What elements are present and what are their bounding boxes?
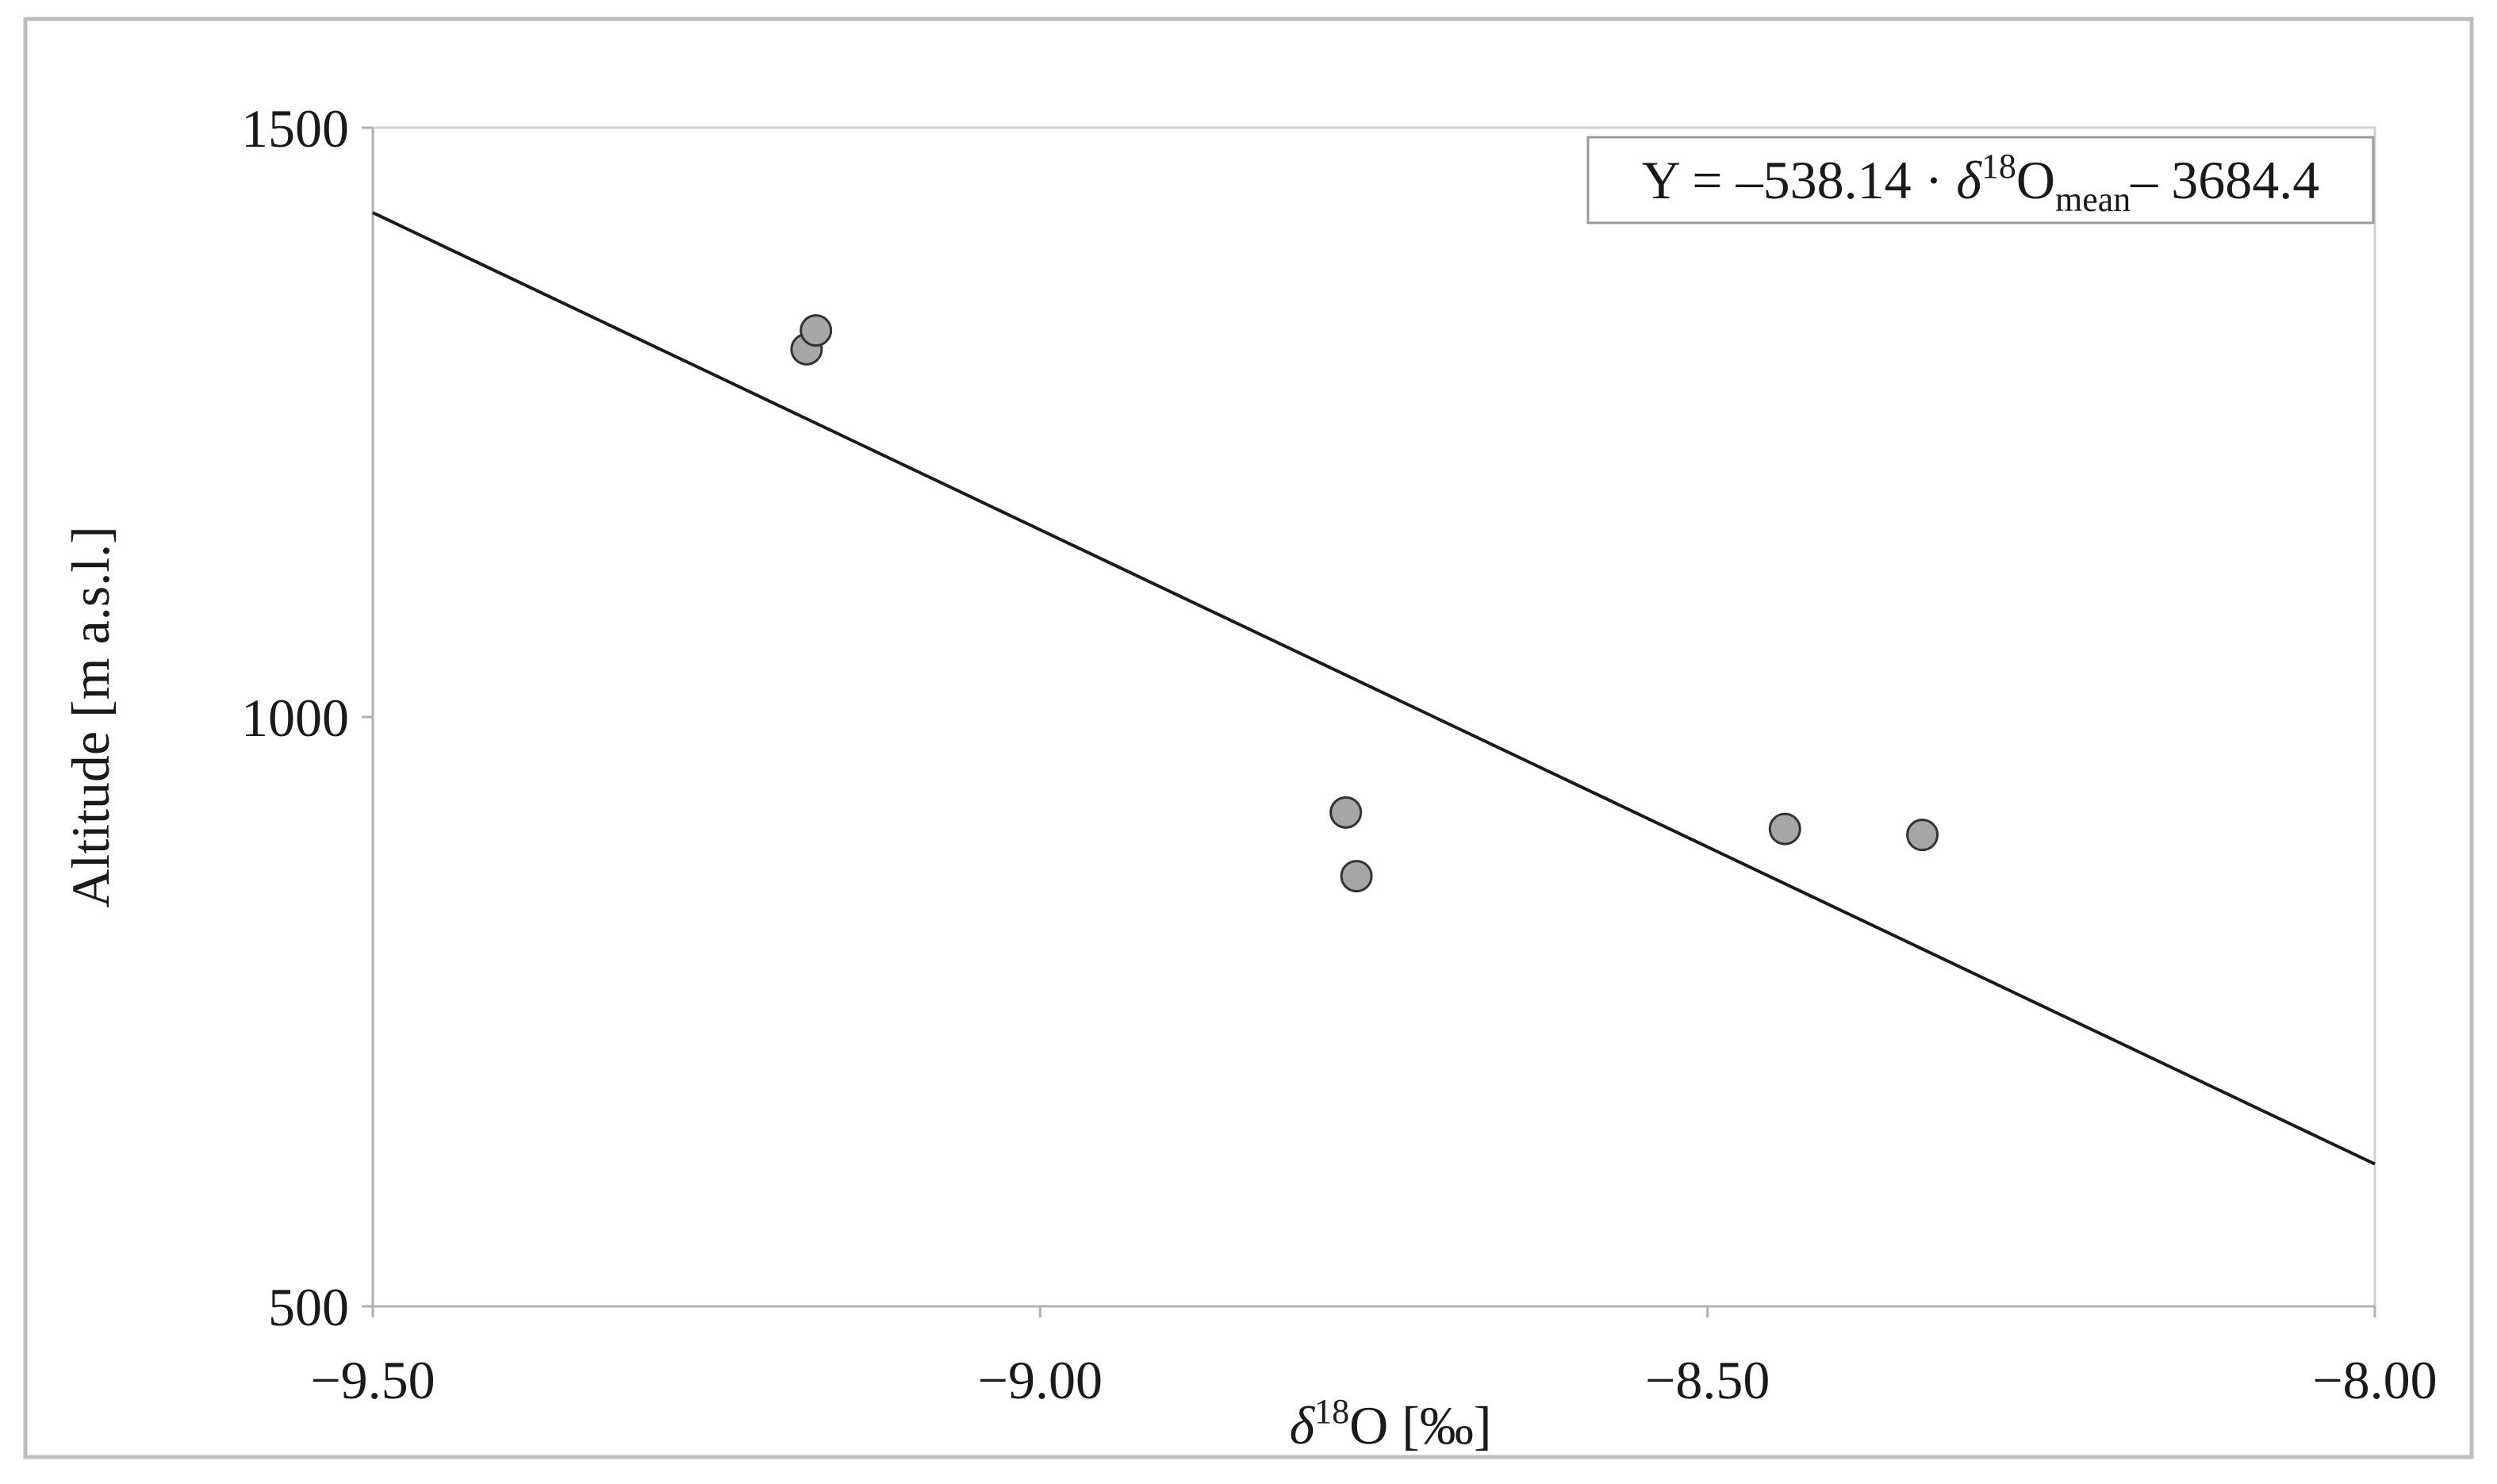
point [800, 314, 833, 347]
equation-part: Y = –538.14 · [1642, 150, 1957, 210]
equation-part: 18 [1981, 147, 2016, 186]
equation-part: mean [2055, 180, 2131, 219]
x-axis-title-part: δ [1289, 1395, 1315, 1455]
equation-part: – 3684.4 [2130, 150, 2319, 210]
frame [23, 17, 2474, 1459]
x-axis-title: δ18O [‰] [1289, 1392, 1491, 1455]
y-tick-label: 1000 [241, 688, 349, 748]
point [1768, 812, 1801, 846]
x-tick-label: −8.50 [1645, 1350, 1770, 1410]
x-axis-title-part: 18 [1314, 1392, 1349, 1431]
y-tick-label: 1500 [241, 98, 349, 159]
equation: Y = –538.14 · δ18Omean– 3684.4 [1642, 147, 2320, 219]
trendline [372, 211, 2376, 1166]
point [1906, 819, 1939, 852]
x-tick-label: −9.00 [978, 1350, 1103, 1410]
y-tick-label: 500 [268, 1277, 349, 1337]
x-tick-label: −8.00 [2312, 1350, 2437, 1410]
equation-part: δ [1956, 150, 1982, 210]
point [1329, 796, 1363, 829]
x-axis-title-part: O [‰] [1349, 1395, 1491, 1455]
point [1340, 860, 1373, 893]
equation-box [1586, 136, 2375, 224]
y-axis-title: Altitude [m a.s.l.] [60, 526, 121, 908]
equation-part: O [2016, 150, 2055, 210]
x-tick-label: −9.50 [310, 1350, 435, 1410]
